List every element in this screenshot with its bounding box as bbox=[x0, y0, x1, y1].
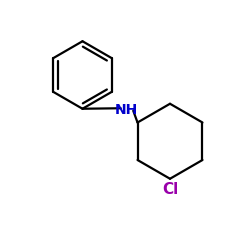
Text: Cl: Cl bbox=[162, 182, 178, 197]
Text: NH: NH bbox=[114, 102, 138, 117]
